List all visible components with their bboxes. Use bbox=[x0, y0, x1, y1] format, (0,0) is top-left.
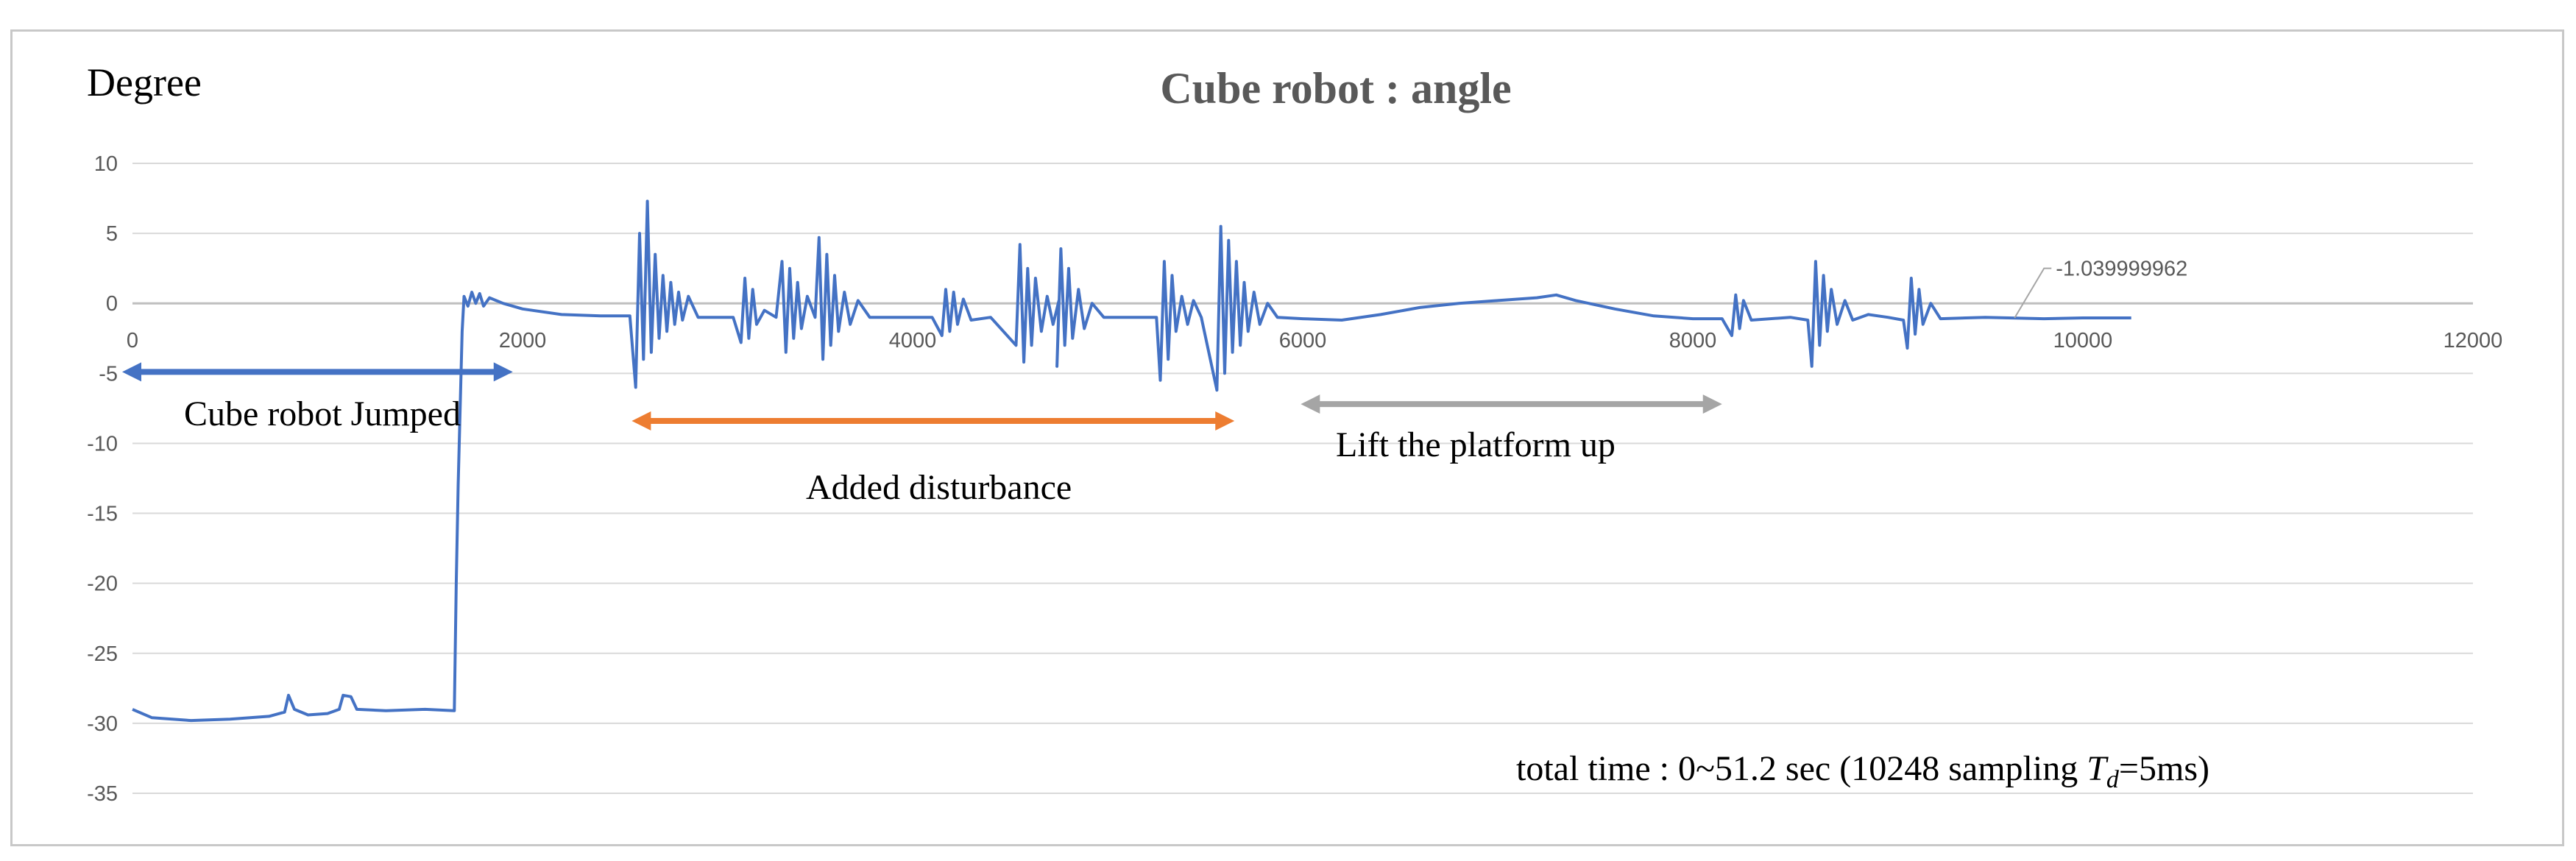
data-label-text: -1.039999962 bbox=[2056, 258, 2187, 281]
x-tick-label: 2000 bbox=[499, 329, 547, 352]
x-tick-labels: 0 2000 4000 6000 8000 10000 12000 bbox=[127, 329, 2502, 352]
x-tick-label: 0 bbox=[127, 329, 138, 352]
y-tick-label: -25 bbox=[87, 642, 118, 666]
y-tick-label: -35 bbox=[87, 782, 118, 806]
annotation-arrow-1 bbox=[122, 362, 513, 382]
series-line-angle bbox=[132, 199, 2131, 723]
footnote-main: total time : 0~51.2 sec (10248 sampling bbox=[1516, 749, 2087, 788]
y-tick-label: 0 bbox=[106, 292, 118, 316]
annotation-lift-platform: Lift the platform up bbox=[1336, 425, 1616, 464]
chart-title: Cube robot : angle bbox=[1160, 64, 1511, 113]
y-tick-label: -20 bbox=[87, 573, 118, 596]
gridlines bbox=[132, 163, 2473, 794]
x-tick-label: 6000 bbox=[1279, 329, 1327, 352]
footnote-subscript: d bbox=[2106, 766, 2120, 793]
x-tick-label: 10000 bbox=[2053, 329, 2113, 352]
annotation-arrow-3 bbox=[1301, 394, 1722, 414]
data-label-leader bbox=[2014, 267, 2052, 319]
y-tick-label: -30 bbox=[87, 712, 118, 736]
annotation-added-disturbance: Added disturbance bbox=[806, 468, 1072, 507]
data-label: -1.039999962 bbox=[2014, 258, 2187, 319]
y-tick-label: 10 bbox=[94, 152, 118, 176]
y-tick-label: -10 bbox=[87, 432, 118, 456]
annotation-arrow-2 bbox=[631, 411, 1235, 431]
x-tick-label: 12000 bbox=[2444, 329, 2503, 352]
footnote-tail: =5ms) bbox=[2119, 749, 2209, 788]
y-tick-label: 5 bbox=[106, 222, 118, 246]
annotation-arrows bbox=[122, 362, 1722, 431]
y-tick-label: -5 bbox=[99, 362, 118, 386]
x-tick-label: 4000 bbox=[889, 329, 937, 352]
y-axis-label: Degree bbox=[87, 60, 202, 104]
y-tick-label: -15 bbox=[87, 503, 118, 526]
y-tick-labels: 10 5 0 -5 -10 -15 -20 -25 -30 -35 bbox=[87, 152, 118, 806]
footnote: total time : 0~51.2 sec (10248 sampling … bbox=[1516, 749, 2209, 793]
annotation-cube-robot-jumped: Cube robot Jumped bbox=[184, 394, 461, 433]
footnote-symbol: T bbox=[2087, 749, 2109, 788]
x-tick-label: 8000 bbox=[1669, 329, 1717, 352]
